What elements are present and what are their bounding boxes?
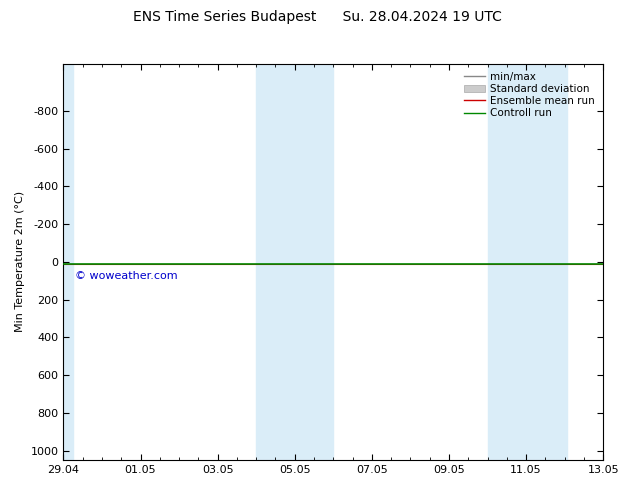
Text: ENS Time Series Budapest      Su. 28.04.2024 19 UTC: ENS Time Series Budapest Su. 28.04.2024 … [133,10,501,24]
Bar [488,64,567,460]
Text: © woweather.com: © woweather.com [75,271,178,281]
Y-axis label: Min Temperature 2m (°C): Min Temperature 2m (°C) [15,191,25,332]
Legend: min/max, Standard deviation, Ensemble mean run, Controll run: min/max, Standard deviation, Ensemble me… [461,69,598,122]
Bar [256,64,333,460]
Bar [61,64,73,460]
